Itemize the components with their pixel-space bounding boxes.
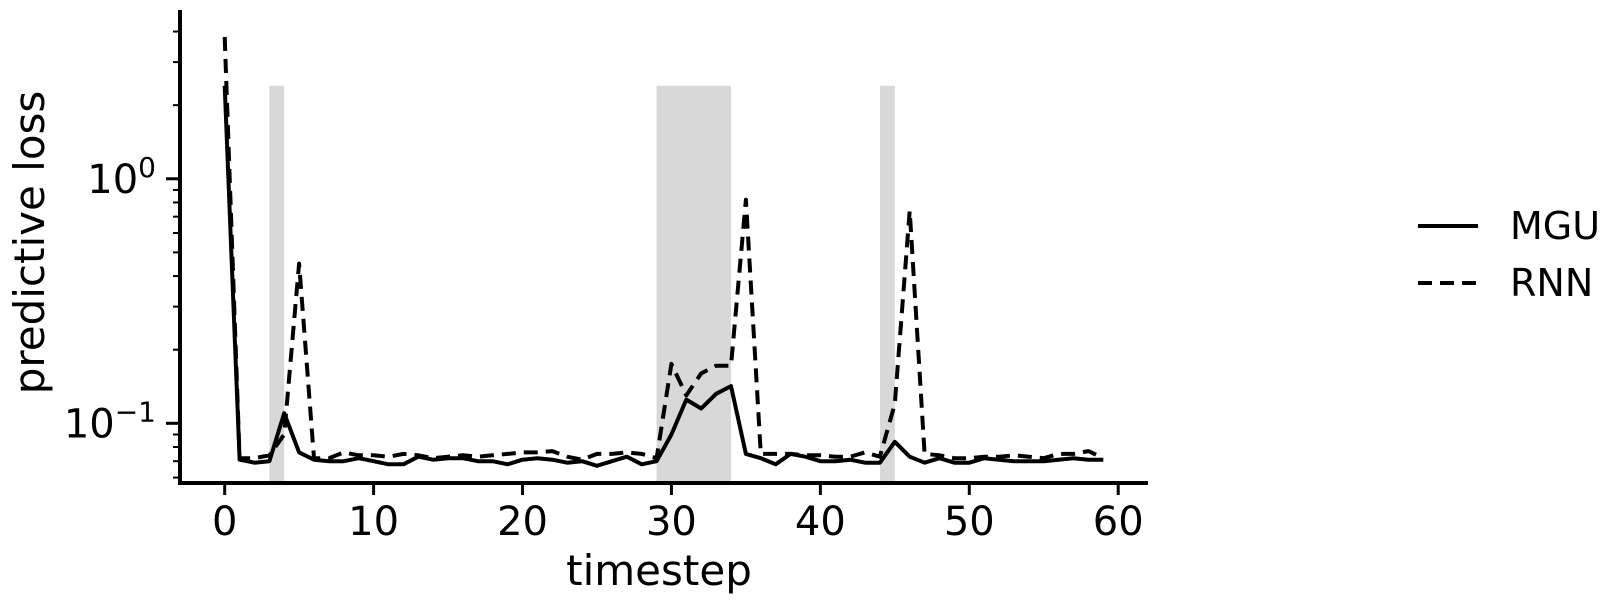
x-axis-title: timestep — [566, 546, 752, 595]
legend-label-mgu: MGU — [1510, 204, 1600, 248]
legend-label-rnn: RNN — [1510, 261, 1593, 305]
shaded-region-0 — [269, 85, 285, 483]
x-tick-label: 0 — [212, 499, 237, 545]
series-line-rnn — [222, 36, 1105, 462]
shaded-region-2 — [879, 85, 895, 483]
x-tick-label: 20 — [497, 499, 548, 545]
y-tick-label: 100 — [87, 151, 156, 203]
legend: MGU RNN — [1418, 204, 1600, 305]
x-tick-label: 10 — [348, 499, 399, 545]
x-ticks: 0 10 20 30 40 50 60 — [212, 483, 1144, 545]
axes — [178, 10, 1148, 485]
series-lines — [222, 36, 1105, 468]
x-tick-label: 50 — [944, 499, 995, 545]
x-tick-label: 60 — [1093, 499, 1144, 545]
x-tick-label: 30 — [646, 499, 697, 545]
y-tick-label: 10−1 — [64, 395, 156, 447]
shaded-regions — [269, 85, 895, 483]
y-axis-title: predictive loss — [5, 91, 54, 395]
series-line-mgu — [222, 85, 1104, 468]
shaded-region-1 — [656, 85, 732, 483]
x-tick-label: 40 — [795, 499, 846, 545]
y-ticks: 100 10−1 — [64, 30, 180, 479]
